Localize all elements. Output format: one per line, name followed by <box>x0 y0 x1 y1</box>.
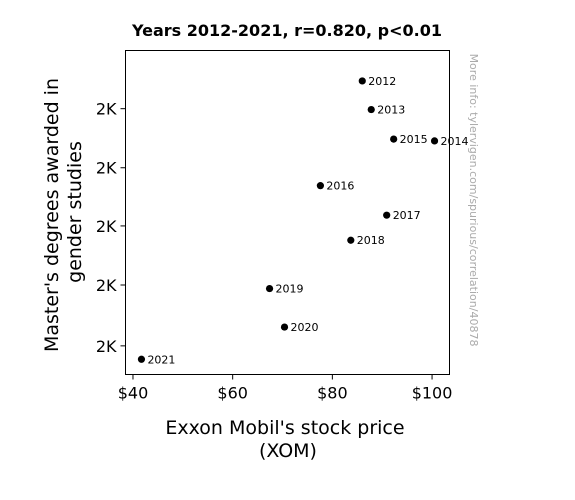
data-point-label: 2020 <box>291 321 319 334</box>
y-tick-label: 2K <box>96 217 117 236</box>
y-tick-label: 2K <box>96 337 117 356</box>
data-point-label: 2018 <box>357 234 385 247</box>
data-point <box>280 323 289 331</box>
data-point <box>316 182 324 190</box>
data-point-label: 2021 <box>147 353 175 366</box>
data-point-label: 2016 <box>326 180 354 193</box>
y-tick-label: 2K <box>96 159 117 178</box>
data-point-label: 2017 <box>393 209 421 222</box>
y-axis-label-line-1: Master's degrees awarded in <box>41 78 63 352</box>
y-tick-label: 2K <box>96 276 117 295</box>
chart-title: Years 2012-2021, r=0.820, p<0.01 <box>131 21 442 40</box>
data-point <box>430 137 439 145</box>
source-watermark: More info: tylervigen.com/spurious/corre… <box>467 54 480 347</box>
data-point <box>265 284 274 293</box>
x-axis-label-line-2: (XOM) <box>259 440 317 462</box>
x-tick-label: $100 <box>412 384 453 403</box>
x-axis-label-line-1: Exxon Mobil's stock price <box>165 417 404 439</box>
data-point <box>347 236 355 244</box>
x-tick-label: $60 <box>217 384 248 403</box>
data-point-label: 2014 <box>441 135 469 148</box>
x-axis: $40 $60 $80 $100 <box>118 374 453 403</box>
data-point-label: 2013 <box>377 104 405 117</box>
data-point <box>358 77 366 85</box>
data-point-label: 2015 <box>400 133 428 146</box>
x-axis-label: Exxon Mobil's stock price (XOM) <box>165 417 410 462</box>
x-tick-label: $80 <box>317 384 348 403</box>
data-point-label: 2019 <box>276 283 304 296</box>
y-axis-label: Master's degrees awarded in gender studi… <box>41 72 86 352</box>
data-point-label: 2012 <box>368 75 396 88</box>
y-tick-label: 2K <box>96 100 117 119</box>
data-point <box>383 211 391 219</box>
y-axis: 2K 2K 2K 2K 2K <box>96 100 126 356</box>
plot-area <box>125 50 450 375</box>
data-point <box>390 135 398 143</box>
data-point <box>367 105 375 114</box>
data-point <box>137 355 146 363</box>
x-tick-label: $40 <box>118 384 149 403</box>
y-axis-label-line-2: gender studies <box>64 141 86 283</box>
data-points: 2012 2013 2014 2015 2016 2017 2018 2019 2020 2021 <box>137 75 469 366</box>
